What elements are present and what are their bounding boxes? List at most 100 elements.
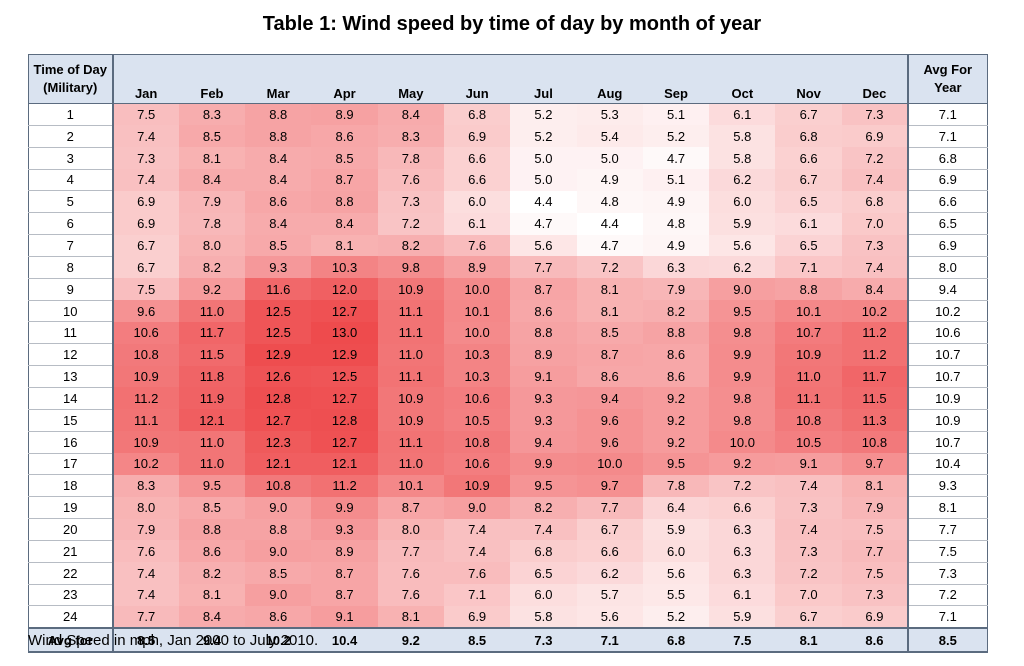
- heatmap-cell: 5.6: [709, 234, 776, 257]
- table-row: 2 7.4 8.5 8.8 8.6 8.3 6.9 5.2 5.4 5.2 5.8 6.8 6.9 7.1: [28, 125, 988, 148]
- heatmap-cell: 8.5: [178, 496, 246, 519]
- heatmap-cell: 8.1: [576, 300, 643, 322]
- heatmap-cell: 8.6: [245, 605, 312, 629]
- heatmap-cell: 5.8: [709, 147, 776, 170]
- heatmap-cell: 8.5: [178, 125, 246, 148]
- heatmap-cell: 10.0: [709, 431, 776, 453]
- heatmap-cell: 12.3: [245, 431, 312, 453]
- month-header-may: May: [377, 54, 444, 104]
- table-row: 17 10.2 11.0 12.1 12.1 11.0 10.6 9.9 10.0 9.5 9.2 9…: [28, 453, 988, 476]
- month-average-cell: 8.5: [112, 627, 179, 654]
- heatmap-cell: 6.6: [775, 147, 842, 170]
- heatmap-cell: 7.4: [775, 518, 842, 541]
- heatmap-cell: 8.8: [178, 518, 246, 541]
- heatmap-cell: 8.1: [311, 234, 378, 257]
- heatmap-cell: 10.8: [841, 431, 909, 453]
- month-average-cell: 6.8: [642, 627, 710, 654]
- hour-label: 8: [28, 256, 114, 279]
- heatmap-cell: 10.6: [443, 387, 511, 410]
- table-body: 1 7.5 8.3 8.8 8.9 8.4 6.8 5.2 5.3 5.1 6.1 6.7 7.3 7.1…: [28, 103, 988, 629]
- month-header-dec: Dec: [841, 54, 909, 104]
- month-average-row: Avg for 8.5 9.4 10.2 10.4 9.2 8.5 7.3 7.1 6.8 7.5…: [28, 627, 988, 654]
- hour-label: 24: [28, 605, 114, 629]
- hour-average-cell: 7.3: [907, 562, 988, 585]
- footnote: Wind Speed in mph, Jan 2000 to July 2010…: [28, 632, 319, 649]
- avg-for-label: Avg for: [28, 627, 114, 654]
- month-average-cell: 10.2: [245, 627, 312, 654]
- hour-average-cell: 10.2: [907, 300, 988, 323]
- heatmap-cell: 6.9: [841, 125, 909, 148]
- heatmap-cell: 6.7: [775, 103, 842, 126]
- heatmap-cell: 4.8: [642, 212, 710, 235]
- heatmap-cell: 7.4: [443, 518, 511, 541]
- heatmap-cell: 8.2: [642, 300, 710, 322]
- heatmap-cell: 6.0: [709, 190, 776, 213]
- heatmap-cell: 10.8: [775, 409, 842, 432]
- heatmap-cell: 7.0: [775, 584, 842, 606]
- heatmap-cell: 6.5: [775, 190, 842, 213]
- heatmap-cell: 7.8: [377, 147, 444, 170]
- heatmap-cell: 6.9: [112, 190, 179, 213]
- heatmap-cell: 8.7: [311, 584, 378, 606]
- heatmap-cell: 6.4: [642, 496, 710, 519]
- heatmap-cell: 8.2: [377, 234, 444, 257]
- heatmap-cell: 5.9: [709, 605, 776, 629]
- heatmap-cell: 6.5: [775, 234, 842, 257]
- heatmap-cell: 7.4: [112, 562, 179, 585]
- heatmap-cell: 12.7: [311, 387, 378, 410]
- heatmap-cell: 7.7: [377, 540, 444, 563]
- heatmap-cell: 8.8: [245, 518, 312, 541]
- heatmap-cell: 7.2: [709, 474, 776, 497]
- heatmap-cell: 5.2: [642, 125, 710, 148]
- heatmap-cell: 7.5: [841, 518, 909, 541]
- heatmap-cell: 6.1: [709, 103, 776, 126]
- heatmap-cell: 11.2: [841, 321, 909, 344]
- heatmap-cell: 9.8: [709, 387, 776, 410]
- heatmap-cell: 7.5: [112, 278, 179, 301]
- month-average-cell: 9.2: [377, 627, 444, 654]
- heatmap-cell: 8.7: [510, 278, 577, 301]
- table-row: 15 11.1 12.1 12.7 12.8 10.9 10.5 9.3 9.6 9.2 9.8 10…: [28, 409, 988, 432]
- heatmap-cell: 8.2: [178, 256, 246, 279]
- heatmap-cell: 8.5: [311, 147, 378, 170]
- month-header-mar: Mar: [245, 54, 312, 104]
- heatmap-cell: 7.1: [775, 256, 842, 279]
- heatmap-cell: 10.9: [112, 431, 179, 453]
- heatmap-cell: 10.9: [775, 343, 842, 366]
- heatmap-cell: 10.9: [377, 278, 444, 301]
- heatmap-cell: 7.8: [178, 212, 246, 235]
- month-average-cell: 7.5: [709, 627, 776, 654]
- heatmap-cell: 7.2: [841, 147, 909, 170]
- month-header-jun: Jun: [443, 54, 511, 104]
- heatmap-cell: 10.8: [112, 343, 179, 366]
- hour-average-cell: 10.7: [907, 343, 988, 367]
- heatmap-cell: 8.4: [245, 212, 312, 235]
- heatmap-cell: 11.0: [377, 453, 444, 475]
- heatmap-cell: 10.5: [775, 431, 842, 453]
- heatmap-cell: 7.8: [642, 474, 710, 497]
- heatmap-cell: 6.6: [443, 147, 511, 170]
- hour-average-cell: 10.9: [907, 409, 988, 432]
- heatmap-cell: 6.2: [709, 256, 776, 279]
- heatmap-cell: 8.7: [576, 343, 643, 366]
- heatmap-cell: 5.8: [709, 125, 776, 148]
- heatmap-cell: 10.9: [377, 387, 444, 410]
- heatmap-cell: 4.7: [576, 234, 643, 257]
- hour-label: 19: [28, 496, 114, 520]
- hour-label: 16: [28, 431, 114, 454]
- heatmap-cell: 7.4: [112, 584, 179, 606]
- heatmap-cell: 9.0: [443, 496, 511, 519]
- table-row: 11 10.6 11.7 12.5 13.0 11.1 10.0 8.8 8.5 8.8 9.8 10…: [28, 321, 988, 345]
- heatmap-cell: 6.3: [642, 256, 710, 279]
- heatmap-cell: 11.5: [841, 387, 909, 410]
- heatmap-cell: 6.3: [709, 518, 776, 541]
- month-average-cell: 8.1: [775, 627, 842, 654]
- table-row: 3 7.3 8.1 8.4 8.5 7.8 6.6 5.0 5.0 4.7 5.8 6.6 7.2 6.8: [28, 147, 988, 170]
- heatmap-cell: 11.3: [841, 409, 909, 432]
- table-row: 13 10.9 11.8 12.6 12.5 11.1 10.3 9.1 8.6 8.6 9.9 11…: [28, 365, 988, 388]
- heatmap-cell: 9.0: [245, 540, 312, 563]
- heatmap-cell: 5.2: [510, 103, 577, 126]
- heatmap-cell: 12.9: [245, 343, 312, 366]
- heatmap-cell: 9.2: [642, 409, 710, 432]
- heatmap-cell: 9.3: [510, 409, 577, 432]
